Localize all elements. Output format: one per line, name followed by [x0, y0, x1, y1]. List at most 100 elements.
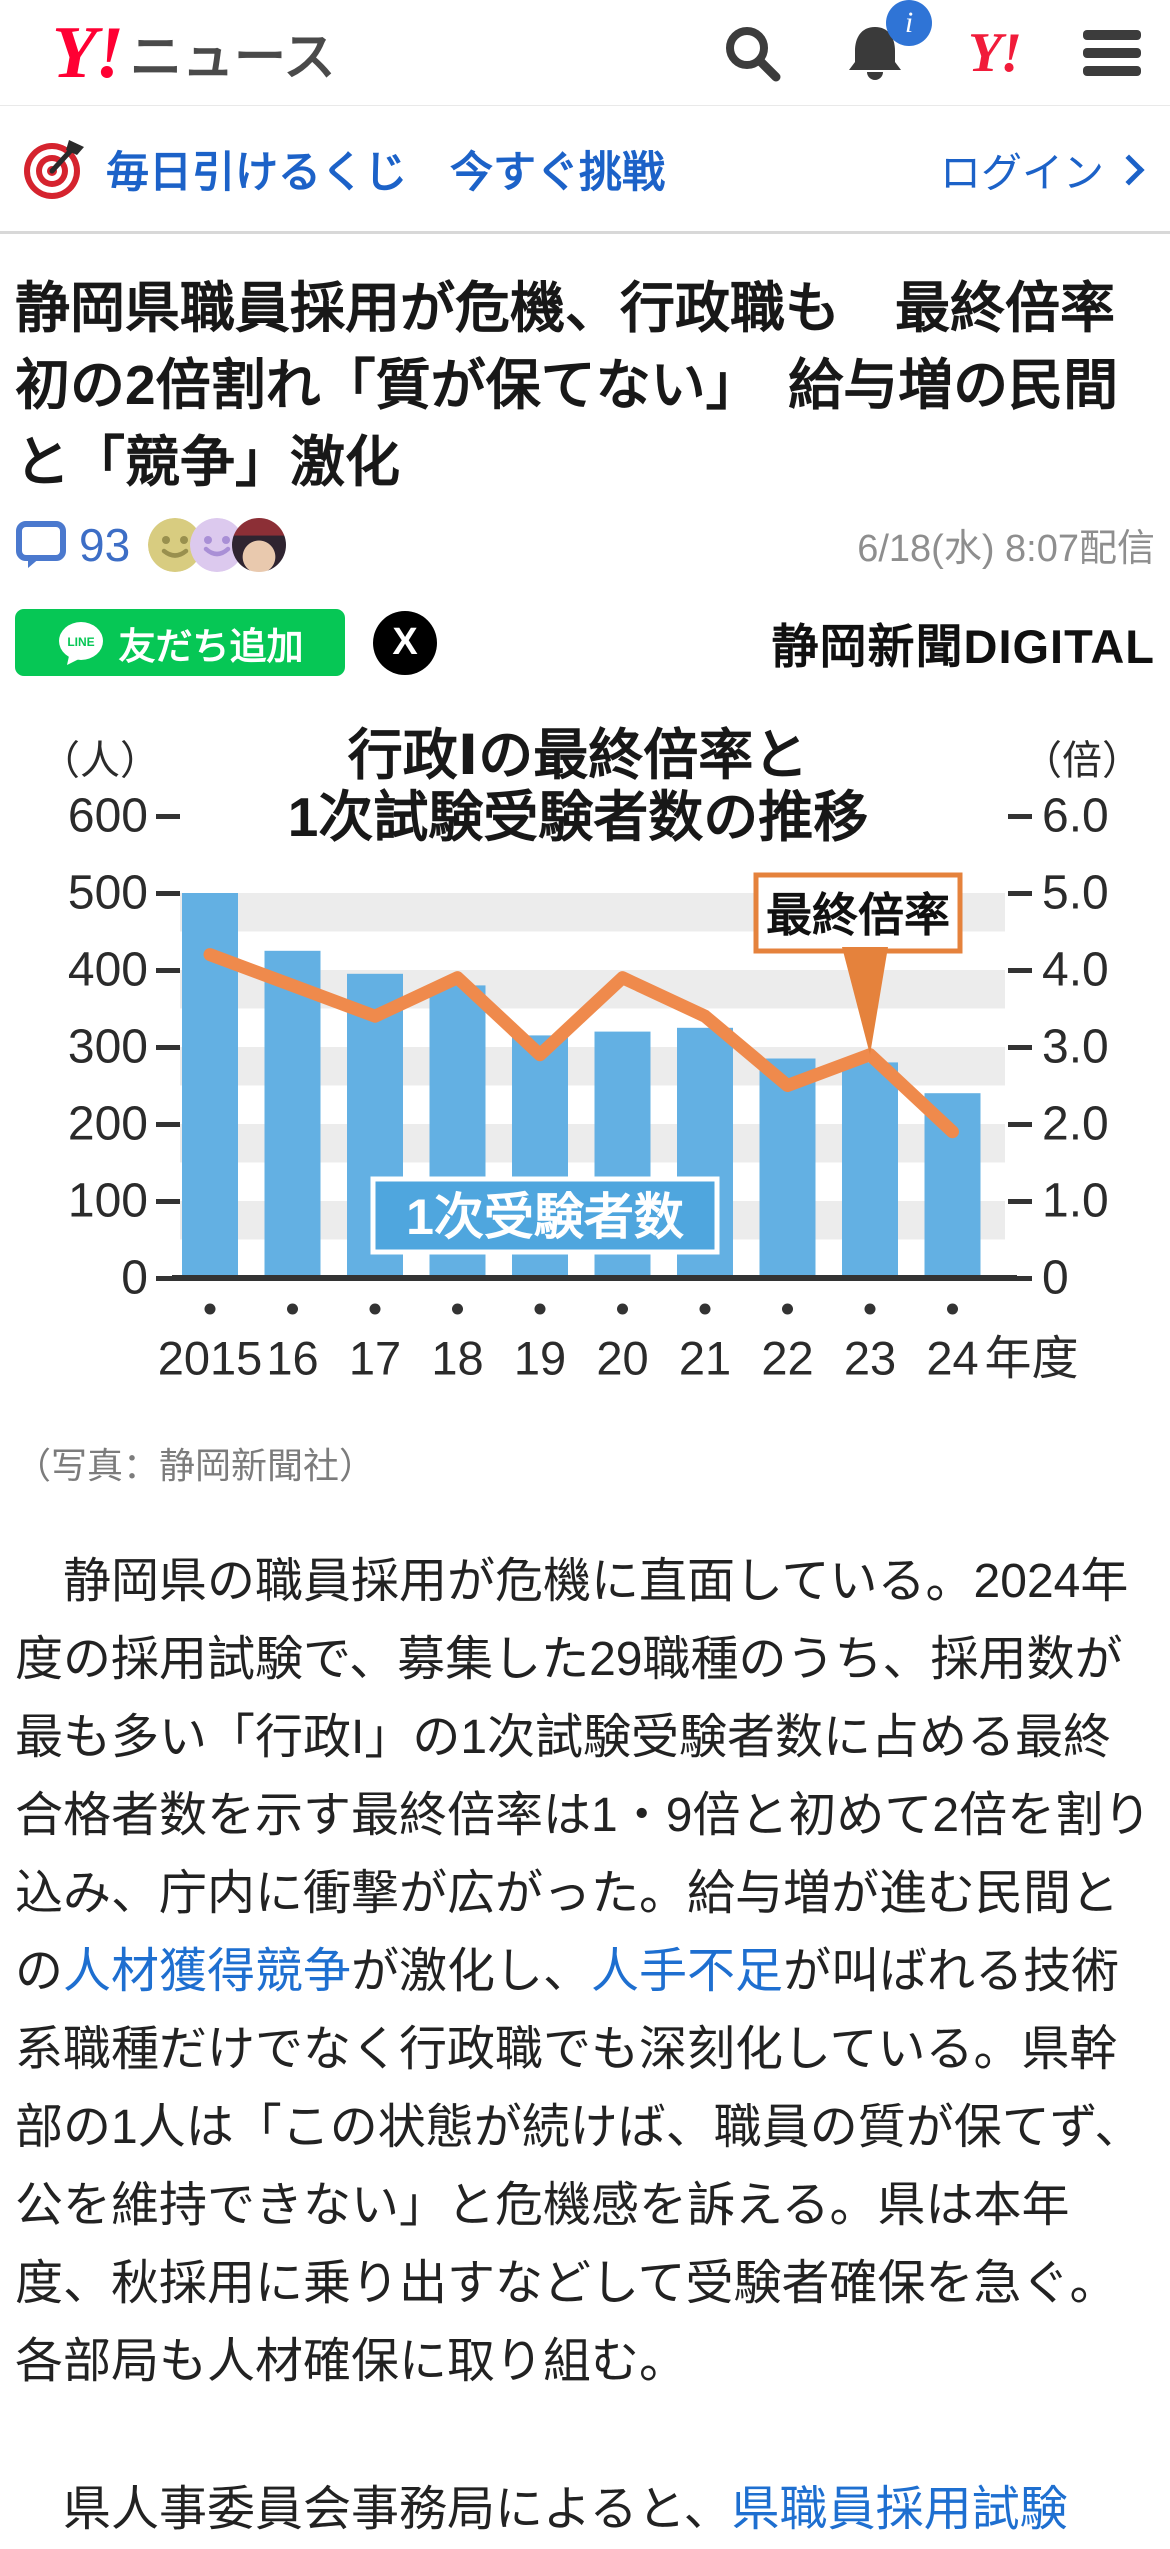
category-label: 16 [266, 1332, 318, 1385]
left-tick-mark [156, 891, 180, 896]
search-button[interactable] [722, 23, 782, 83]
category-label: 20 [596, 1332, 648, 1385]
bar-series-label: 1次受験者数 [406, 1189, 684, 1245]
chart-title-line: 行政Ⅰの最終倍率と [348, 724, 808, 786]
comments-button[interactable]: 93 [15, 518, 130, 572]
article: 静岡県職員採用が危機、行政職も 最終倍率初の2倍割れ「質が保てない」 給与増の民… [0, 270, 1170, 2549]
category-label: 2015 [158, 1332, 263, 1385]
photo-caption: （写真：静岡新聞社） [15, 1445, 376, 1486]
x-axis-line [172, 1275, 1017, 1281]
share-row: LINE 友だち追加 X 静岡新聞DIGITAL [15, 608, 1155, 677]
right-tick-label: 5.0 [1042, 867, 1109, 920]
left-tick-mark [156, 1122, 180, 1127]
callout-label: 最終倍率 [766, 889, 950, 941]
left-tick-mark [156, 814, 180, 819]
bar-series-label-box [370, 1176, 720, 1255]
inline-link[interactable]: 県職員採用試験 [731, 2483, 1068, 2536]
yahoo-logo-news: ニュース [130, 28, 336, 87]
right-tick-mark [1008, 1122, 1032, 1127]
promo-bar: 毎日引けるくじ 今すぐ挑戦 ログイン [0, 106, 1170, 234]
article-paragraph: 静岡県の職員採用が危機に直面している。2024年度の採用試験で、募集した29職種… [15, 1543, 1155, 2401]
left-axis-unit: （人） [40, 739, 160, 783]
category-label: 21 [679, 1332, 731, 1385]
left-tick-label: 0 [121, 1252, 148, 1305]
news-source-logo[interactable]: 静岡新聞DIGITAL [771, 620, 1155, 673]
svg-text:LINE: LINE [67, 635, 94, 649]
category-dot [617, 1303, 628, 1315]
article-paragraph: 県人事委員会事務局によると、県職員採用試験 [15, 2471, 1155, 2549]
article-meta: 93 6/18(水) 8:07配信 [15, 517, 1155, 572]
right-tick-label: 3.0 [1042, 1021, 1109, 1074]
article-figure[interactable]: 1次受験者数 最終倍率 600 500 400 300 200 100 0 6.0 5.0 4.0 3.… [0, 703, 1170, 1423]
right-tick-label: 2.0 [1042, 1098, 1109, 1151]
category-dot [452, 1303, 463, 1315]
category-dot [782, 1303, 793, 1315]
menu-button[interactable] [1082, 28, 1142, 78]
login-button[interactable]: ログイン [940, 139, 1145, 199]
login-label: ログイン [940, 149, 1104, 196]
paragraph-text: が叫ばれる技術系職種だけでなく行政職でも深刻化している。県幹部の1人は「この状態… [15, 1945, 1143, 2388]
yahoo-home-button[interactable]: Y! [968, 21, 1022, 84]
promo-link[interactable]: 毎日引けるくじ 今すぐ挑戦 [22, 137, 665, 201]
yahoo-news-logo[interactable]: Y! ニュース [52, 16, 336, 90]
left-tick-label: 400 [68, 944, 148, 997]
hamburger-menu-icon [1083, 29, 1141, 76]
category-dot [204, 1303, 216, 1315]
right-tick-mark [1008, 1276, 1032, 1281]
right-tick-label: 6.0 [1042, 790, 1109, 843]
right-tick-label: 1.0 [1042, 1175, 1109, 1228]
callout-pointer [842, 947, 888, 1055]
search-icon [726, 26, 781, 81]
app-header: Y! ニュース i Y! [0, 0, 1170, 106]
category-dot [947, 1303, 958, 1315]
left-tick-label: 600 [68, 790, 148, 843]
ratio-line [203, 948, 959, 1139]
left-tick-label: 100 [68, 1175, 148, 1228]
right-axis-unit: （倍） [1022, 739, 1142, 783]
left-tick-mark [156, 968, 180, 973]
right-tick-label: 0 [1042, 1252, 1069, 1305]
commenter-avatars[interactable] [148, 517, 287, 572]
category-suffix: 年度 [985, 1332, 1079, 1385]
left-tick-label: 200 [68, 1098, 148, 1151]
comment-bubble-icon [16, 520, 66, 568]
x-share-button[interactable]: X [373, 610, 437, 675]
bar-22 [759, 1058, 816, 1278]
line-icon: LINE [58, 621, 103, 665]
avatar [190, 517, 245, 572]
left-tick-mark [156, 1276, 180, 1281]
right-tick-mark [1008, 814, 1032, 819]
notifications-button[interactable]: i [844, 0, 932, 84]
line-button-label: 友だち追加 [118, 625, 304, 667]
right-tick-mark [1008, 1045, 1032, 1050]
comment-count: 93 [79, 518, 131, 571]
left-tick-mark [156, 1045, 180, 1050]
inline-link[interactable]: 人手不足 [591, 1945, 784, 1998]
right-tick-mark [1008, 891, 1032, 896]
chart-title-line: 1次試験受験者数の推移 [288, 786, 869, 848]
paragraph-text: 静岡県の職員採用が危機に直面している。2024年度の採用試験で、募集した29職種… [15, 1555, 1152, 1998]
chart: 1次受験者数 最終倍率 600 500 400 300 200 100 0 6.0 5.0 4.0 3.… [0, 703, 1170, 1423]
promo-text: 毎日引けるくじ 今すぐ挑戦 [106, 148, 665, 197]
category-dot [699, 1303, 711, 1315]
article-title: 静岡県職員採用が危機、行政職も 最終倍率初の2倍割れ「質が保てない」 給与増の民… [15, 277, 1119, 493]
category-label: 23 [844, 1332, 896, 1385]
inline-link[interactable]: 人材獲得競争 [63, 1945, 352, 1998]
category-dot [287, 1303, 298, 1315]
right-tick-mark [1008, 1199, 1032, 1204]
paragraph-text: が激化し、 [351, 1945, 592, 1998]
right-tick-label: 4.0 [1042, 944, 1109, 997]
left-tick-label: 300 [68, 1021, 148, 1074]
left-tick-mark [156, 1199, 180, 1204]
right-tick-mark [1008, 968, 1032, 973]
dartboard-icon [24, 139, 84, 199]
chevron-right-icon [1113, 153, 1145, 186]
line-add-friend-button[interactable]: LINE 友だち追加 [15, 609, 345, 676]
category-label: 24 [926, 1332, 978, 1385]
category-dot [369, 1303, 381, 1315]
x-icon: X [392, 621, 418, 663]
category-dot [864, 1303, 876, 1315]
avatar [148, 517, 203, 572]
paragraph-text: 県人事委員会事務局によると、 [15, 2483, 732, 2536]
publish-date: 6/18(水) 8:07配信 [857, 528, 1155, 570]
